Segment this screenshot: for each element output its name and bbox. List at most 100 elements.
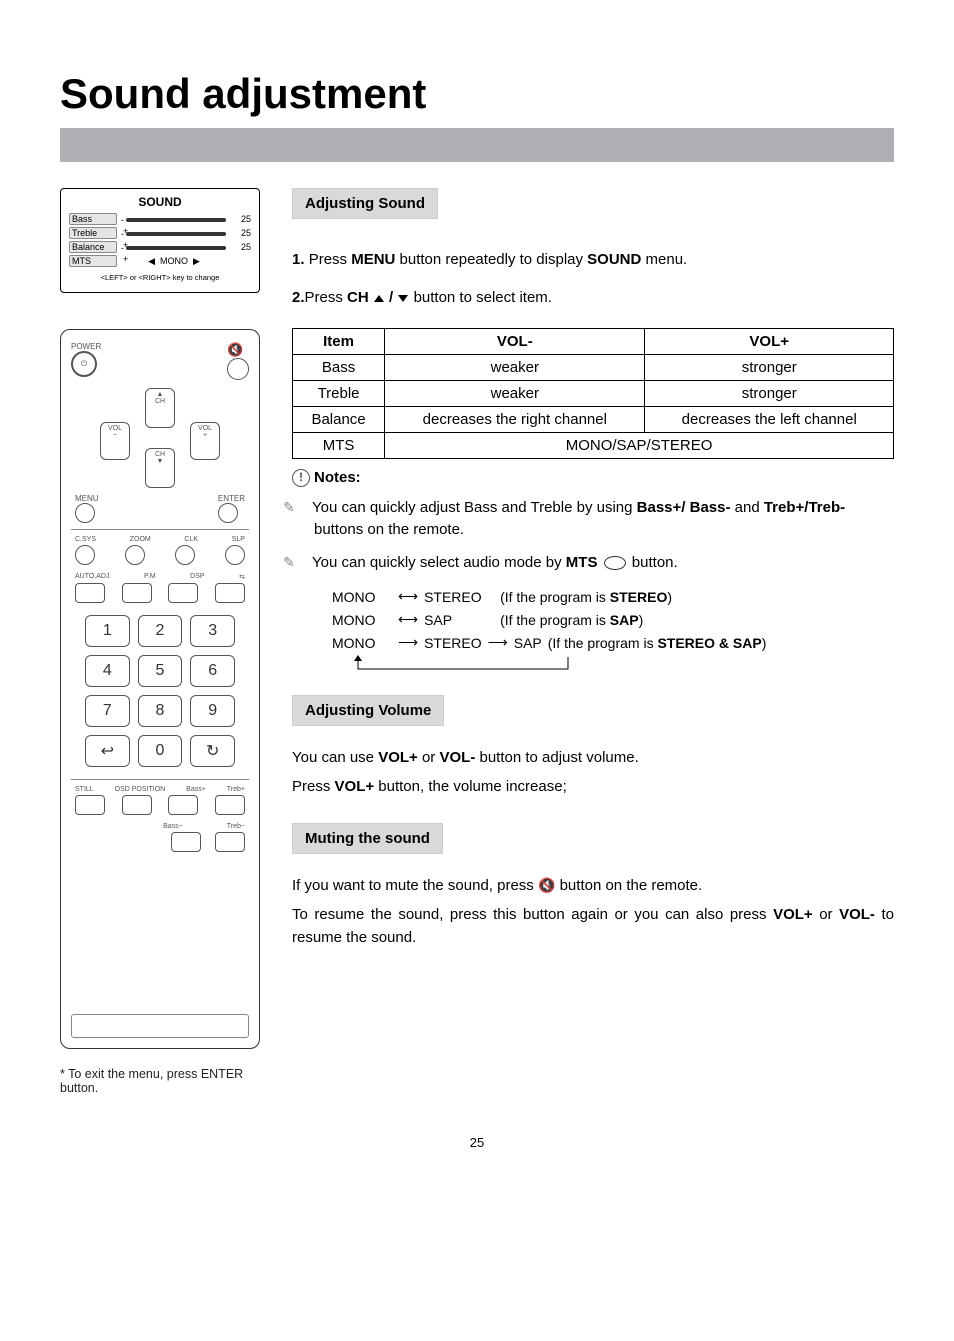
ch-up-button: ▲CH bbox=[145, 388, 175, 428]
mute-icon: 🔇 bbox=[227, 342, 249, 358]
num-button: 5 bbox=[138, 655, 183, 687]
rect-button bbox=[122, 795, 152, 815]
mute-button-icon bbox=[227, 358, 249, 380]
mode-row: MONO ⟶ STEREO ⟶ SAP (If the program is S… bbox=[332, 634, 894, 651]
osd-label: Treble bbox=[69, 227, 117, 239]
instruction-1: 1. Press MENU button repeatedly to displ… bbox=[292, 248, 894, 271]
arrow-right-icon: ⟶ bbox=[488, 634, 508, 651]
mute-p2: To resume the sound, press this button a… bbox=[292, 903, 894, 950]
pencil-icon: ✎ bbox=[292, 552, 308, 573]
osd-row-mts: MTS ◀ MONO ▶ bbox=[69, 255, 251, 267]
num-button: 8 bbox=[138, 695, 183, 727]
page-title: Sound adjustment bbox=[60, 70, 894, 118]
osd-value: 25 bbox=[231, 242, 251, 252]
instruction-2: 2.Press CH / button to select item. bbox=[292, 286, 894, 309]
section-adjusting-volume: Adjusting Volume bbox=[292, 695, 444, 726]
table-row: Balancedecreases the right channeldecrea… bbox=[293, 406, 894, 432]
label: Bass+ bbox=[186, 786, 206, 793]
title-underline-bar bbox=[60, 128, 894, 162]
rect-button bbox=[75, 795, 105, 815]
label: Bass− bbox=[163, 823, 183, 830]
note-1: ✎You can quickly adjust Bass and Treble … bbox=[292, 497, 894, 542]
num-button: 7 bbox=[85, 695, 130, 727]
num-button: ↩ bbox=[85, 735, 130, 767]
power-label: POWER bbox=[71, 342, 101, 351]
double-arrow-icon: ⟷ bbox=[398, 588, 418, 605]
small-button bbox=[125, 545, 145, 565]
label: DSP bbox=[190, 573, 204, 581]
th-vol-plus: VOL+ bbox=[645, 328, 894, 354]
rect-button bbox=[168, 583, 198, 603]
table-row: Bassweakerstronger bbox=[293, 354, 894, 380]
label: ⇆ bbox=[239, 573, 245, 581]
remote-illustration: POWER ⏻ 🔇 ▲CH CH▼ VOL− VOL+ MENU ENTER bbox=[60, 329, 260, 1049]
exit-note: * To exit the menu, press ENTER button. bbox=[60, 1067, 260, 1095]
loop-arrow bbox=[338, 657, 894, 675]
th-item: Item bbox=[293, 328, 385, 354]
label: CLK bbox=[184, 536, 198, 543]
num-button: 9 bbox=[190, 695, 235, 727]
label: SLP bbox=[232, 536, 245, 543]
mode-row: MONO ⟷ SAP (If the program is SAP) bbox=[332, 611, 894, 628]
small-button bbox=[225, 545, 245, 565]
osd-label: Balance bbox=[69, 241, 117, 253]
rect-button bbox=[122, 583, 152, 603]
menu-button-icon bbox=[75, 503, 95, 523]
enter-label: ENTER bbox=[218, 494, 245, 503]
osd-row-bass: Bass -+ 25 bbox=[69, 213, 251, 225]
page-number: 25 bbox=[60, 1135, 894, 1150]
double-arrow-icon: ⟷ bbox=[398, 611, 418, 628]
label: P.M bbox=[144, 573, 156, 581]
mode-row: MONO ⟷ STEREO (If the program is STEREO) bbox=[332, 588, 894, 605]
exclaim-icon: ! bbox=[292, 469, 310, 487]
label: ZOOM bbox=[130, 536, 151, 543]
vol-minus-button: VOL− bbox=[100, 422, 130, 460]
enter-button-icon bbox=[218, 503, 238, 523]
small-button bbox=[175, 545, 195, 565]
osd-title: SOUND bbox=[69, 195, 251, 209]
triangle-up-icon bbox=[374, 295, 384, 302]
label: C.SYS bbox=[75, 536, 96, 543]
small-button bbox=[75, 545, 95, 565]
table-row: Trebleweakerstronger bbox=[293, 380, 894, 406]
rect-button bbox=[215, 832, 245, 852]
rect-button bbox=[215, 583, 245, 603]
pencil-icon: ✎ bbox=[292, 497, 308, 518]
th-vol-minus: VOL- bbox=[385, 328, 645, 354]
brand-plate bbox=[71, 1014, 249, 1038]
osd-value: 25 bbox=[231, 228, 251, 238]
power-button-icon: ⏻ bbox=[71, 351, 97, 377]
label: AUTO.ADJ bbox=[75, 573, 110, 581]
label: Treb+ bbox=[227, 786, 245, 793]
ch-down-button: CH▼ bbox=[145, 448, 175, 488]
num-button: 0 bbox=[138, 735, 183, 767]
note-2: ✎You can quickly select audio mode by MT… bbox=[292, 552, 894, 575]
section-muting: Muting the sound bbox=[292, 823, 443, 854]
mute-icon: 🔇 bbox=[538, 877, 555, 893]
osd-mts-value: MONO bbox=[160, 256, 188, 266]
vol-plus-button: VOL+ bbox=[190, 422, 220, 460]
mts-mode-block: MONO ⟷ STEREO (If the program is STEREO)… bbox=[332, 588, 894, 675]
table-row: MTSMONO/SAP/STEREO bbox=[293, 432, 894, 458]
rect-button bbox=[168, 795, 198, 815]
rect-button bbox=[75, 583, 105, 603]
num-button: 2 bbox=[138, 615, 183, 647]
osd-row-treble: Treble -+ 25 bbox=[69, 227, 251, 239]
osd-value: 25 bbox=[231, 214, 251, 224]
num-button: 6 bbox=[190, 655, 235, 687]
oval-button-icon bbox=[604, 556, 626, 570]
num-button: 3 bbox=[190, 615, 235, 647]
label: Treb− bbox=[227, 823, 245, 830]
menu-label: MENU bbox=[75, 494, 99, 503]
osd-label: MTS bbox=[69, 255, 117, 267]
label: STILL bbox=[75, 786, 94, 793]
rect-button bbox=[171, 832, 201, 852]
volume-p1: You can use VOL+ or VOL- button to adjus… bbox=[292, 746, 894, 769]
osd-label: Bass bbox=[69, 213, 117, 225]
arrow-right-icon: ⟶ bbox=[398, 634, 418, 651]
rect-button bbox=[215, 795, 245, 815]
triangle-down-icon bbox=[398, 295, 408, 302]
num-button: ↻ bbox=[190, 735, 235, 767]
mute-p1: If you want to mute the sound, press 🔇 b… bbox=[292, 874, 894, 897]
osd-row-balance: Balance -+ 25 bbox=[69, 241, 251, 253]
